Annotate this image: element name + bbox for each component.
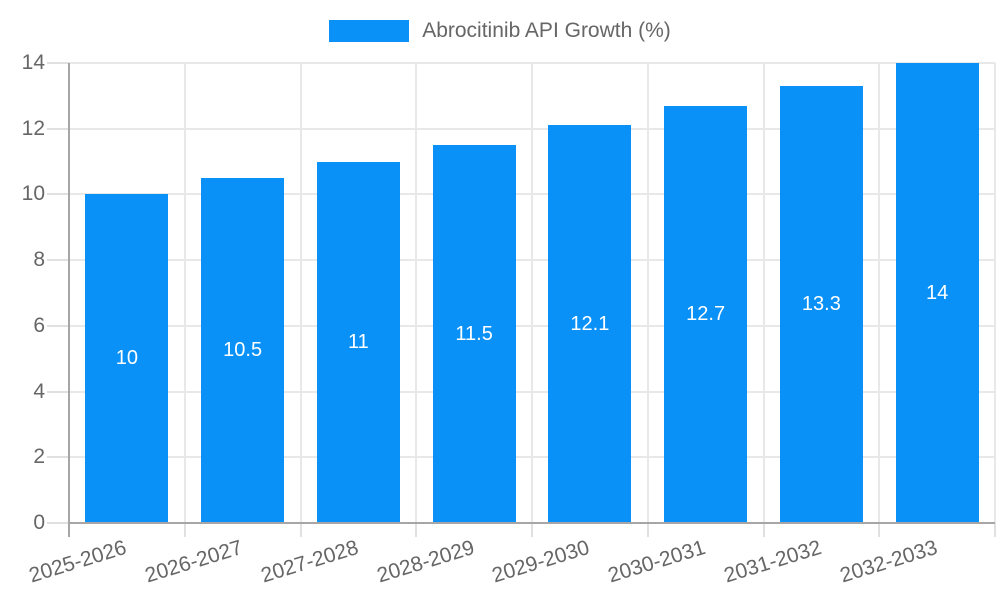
y-tick-mark — [47, 259, 69, 262]
x-tick-mark — [762, 523, 765, 537]
x-gridline — [762, 63, 765, 523]
x-axis-line — [68, 522, 995, 524]
x-tick-mark — [878, 523, 881, 537]
x-tick-mark — [646, 523, 649, 537]
legend-swatch-icon — [329, 20, 410, 42]
bar[interactable]: 11 — [316, 161, 400, 523]
x-tick-mark — [299, 523, 302, 537]
bar-value-label: 11.5 — [455, 322, 493, 345]
y-tick-label: 12 — [21, 116, 45, 140]
bar[interactable]: 10 — [85, 194, 169, 523]
bar-value-label: 12.7 — [686, 302, 726, 325]
x-gridline — [531, 63, 533, 523]
bar-value-label: 12.1 — [570, 312, 610, 335]
bar[interactable]: 11.5 — [432, 145, 516, 523]
x-gridline — [415, 63, 418, 523]
chart-legend-item[interactable]: Abrocitinib API Growth (%) — [0, 19, 1000, 43]
y-tick-label: 2 — [33, 445, 45, 469]
x-tick-label: 2025-2026 — [26, 536, 130, 588]
y-tick-mark — [47, 324, 69, 327]
x-tick-label: 2028-2029 — [374, 536, 477, 588]
x-gridline — [994, 63, 996, 523]
y-tick-mark — [47, 127, 69, 130]
x-gridline — [183, 63, 186, 523]
x-gridline — [878, 63, 881, 523]
y-tick-label: 6 — [33, 313, 45, 337]
y-tick-label: 14 — [21, 51, 45, 74]
x-tick-mark — [415, 523, 418, 537]
y-tick-mark — [47, 456, 69, 459]
x-tick-mark — [531, 523, 533, 537]
y-tick-label: 4 — [33, 379, 45, 403]
y-tick-mark — [47, 62, 69, 64]
x-tick-label: 2031-2032 — [721, 536, 825, 588]
x-tick-mark — [994, 523, 996, 537]
x-tick-mark — [183, 523, 186, 537]
bar-value-label: 10.5 — [223, 339, 263, 361]
y-tick-label: 8 — [33, 248, 45, 272]
x-tick-label: 2029-2030 — [489, 536, 593, 588]
bar[interactable]: 12.1 — [548, 125, 632, 523]
y-tick-mark — [47, 193, 69, 196]
bar-value-label: 14 — [926, 281, 949, 304]
legend-label: Abrocitinib API Growth (%) — [422, 19, 671, 42]
bar[interactable]: 13.3 — [779, 86, 863, 523]
x-gridline — [299, 63, 302, 523]
bar-value-label: 10 — [115, 347, 138, 370]
bar[interactable]: 14 — [895, 63, 979, 523]
x-tick-label: 2026-2027 — [142, 536, 246, 588]
x-tick-label: 2030-2031 — [605, 536, 709, 588]
bar-value-label: 11 — [347, 330, 369, 353]
y-tick-label: 10 — [21, 182, 45, 206]
x-tick-label: 2032-2033 — [837, 536, 940, 588]
y-axis-line — [68, 63, 70, 537]
y-tick-mark — [47, 390, 69, 393]
bar[interactable]: 10.5 — [201, 178, 285, 523]
y-tick-label: 0 — [33, 511, 45, 534]
bar[interactable]: 12.7 — [664, 105, 748, 523]
x-tick-label: 2027-2028 — [258, 536, 362, 588]
x-gridline — [646, 63, 649, 523]
bar-value-label: 13.3 — [801, 293, 841, 315]
y-tick-mark — [47, 522, 69, 524]
